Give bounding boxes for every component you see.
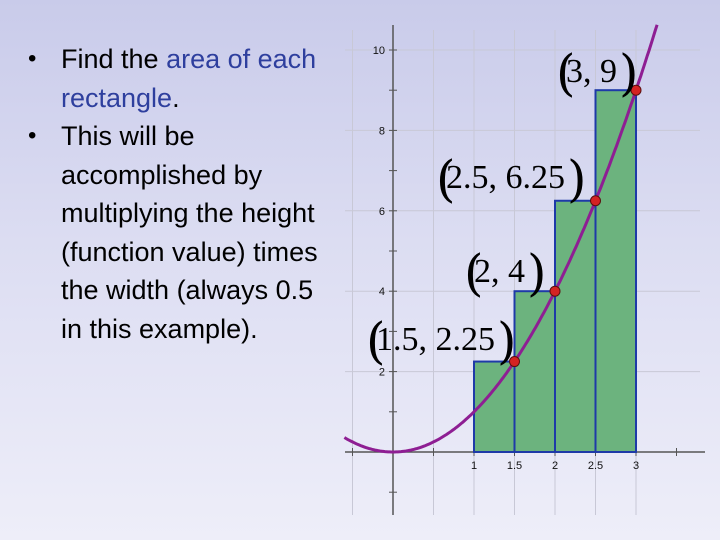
close-paren: )	[527, 244, 547, 302]
bullet-item-1: • Find the area of each rectangle.	[28, 40, 328, 117]
y-tick-label: 2	[379, 367, 385, 379]
rectangles	[473, 89, 637, 454]
bullet-1-text-after: .	[172, 82, 180, 113]
data-point	[509, 356, 520, 368]
bullet-item-2: • This will be accomplished by multiplyi…	[28, 117, 328, 348]
y-tick-label: 10	[373, 45, 385, 57]
function-curve	[343, 24, 659, 454]
y-tick-label: 8	[379, 125, 385, 137]
x-tick-label: 1.5	[507, 460, 522, 472]
riemann-rectangle	[513, 290, 556, 454]
coordinate-text: 2.5, 6.25	[446, 159, 565, 196]
open-paren: (	[366, 312, 386, 370]
open-paren: (	[464, 244, 484, 302]
coordinate-label: (2.5, 6.25)	[436, 150, 587, 208]
close-paren: )	[497, 312, 517, 370]
bullet-dot-icon: •	[28, 45, 37, 72]
point-labels: (1.5, 2.25)(2, 4)(2.5, 6.25)(3, 9)	[366, 44, 639, 370]
x-tick-label: 2.5	[588, 460, 603, 472]
coordinate-text: 3, 9	[566, 53, 617, 90]
data-point	[630, 84, 642, 96]
riemann-rectangle	[554, 199, 597, 453]
curve-group	[343, 24, 659, 454]
close-paren: )	[619, 44, 639, 102]
x-tick-label: 1	[471, 460, 477, 472]
data-point	[590, 195, 601, 207]
coordinate-label: (2, 4)	[464, 244, 547, 302]
y-tick-label: 6	[379, 206, 385, 218]
bullet-1-highlight: area of each rectangle	[61, 44, 317, 113]
close-paren: )	[567, 150, 587, 208]
bullet-dot-icon: •	[28, 122, 37, 149]
coordinate-label: (3, 9)	[556, 44, 639, 102]
x-tick-label: 2	[552, 460, 558, 472]
bullet-1-text-before: Find the	[61, 44, 167, 74]
coordinate-text: 2, 4	[474, 253, 525, 290]
open-paren: (	[436, 150, 456, 208]
bullet-list: • Find the area of each rectangle. • Thi…	[28, 40, 328, 348]
coordinate-text: 1.5, 2.25	[376, 321, 495, 358]
coordinate-label: (1.5, 2.25)	[366, 312, 517, 370]
data-point	[549, 285, 561, 297]
x-tick-label: 3	[633, 460, 639, 472]
bullet-2-text: This will be accomplished by multiplying…	[61, 121, 318, 344]
y-tick-label: 4	[379, 286, 385, 298]
data-points	[509, 84, 642, 368]
open-paren: (	[556, 44, 576, 102]
